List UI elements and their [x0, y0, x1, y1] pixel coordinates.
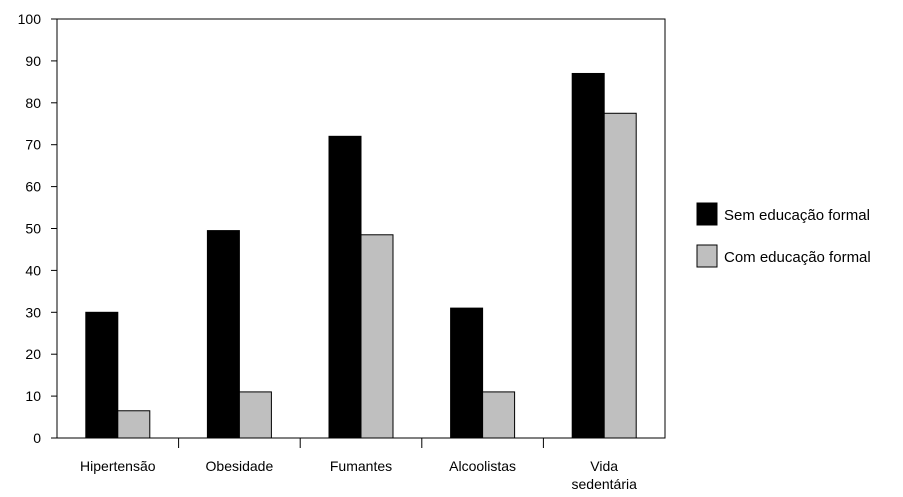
bar-com-educacao-1	[238, 391, 272, 439]
x-tick-label: Fumantes	[330, 458, 392, 474]
y-tick-label: 100	[18, 11, 42, 27]
legend-label: Com educação formal	[724, 249, 871, 266]
bars	[85, 72, 637, 439]
x-tick-label: Vida	[590, 458, 618, 474]
y-tick-label: 50	[25, 221, 41, 237]
x-tick-label: Alcoolistas	[449, 458, 516, 474]
legend-swatch	[696, 244, 718, 268]
bar-com-educacao-4	[603, 112, 637, 439]
y-tick-label: 90	[25, 53, 41, 69]
bar-sem-educacao-1	[206, 230, 240, 439]
y-tick-label: 80	[25, 95, 41, 111]
y-tick-label: 70	[25, 137, 41, 153]
bar-sem-educacao-0	[85, 311, 119, 439]
y-tick-label: 0	[33, 430, 41, 446]
y-tick-label: 60	[25, 179, 41, 195]
bar-sem-educacao-2	[328, 135, 362, 439]
bar-com-educacao-3	[482, 391, 516, 439]
bar-com-educacao-2	[360, 234, 394, 439]
y-tick-label: 20	[25, 346, 41, 362]
legend: Sem educação formal Com educação formal	[696, 202, 871, 268]
legend-swatch	[696, 202, 718, 226]
y-tick-label: 30	[25, 304, 41, 320]
bar-com-educacao-0	[117, 410, 151, 439]
bar-sem-educacao-3	[450, 307, 484, 439]
x-tick-label: sedentária	[572, 476, 638, 492]
y-tick-label: 40	[25, 262, 41, 278]
x-tick-label: Hipertensão	[80, 458, 156, 474]
legend-label: Sem educação formal	[724, 207, 870, 224]
bar-sem-educacao-4	[571, 72, 605, 439]
x-tick-label: Obesidade	[206, 458, 274, 474]
y-tick-label: 10	[25, 388, 41, 404]
axes: 0 10 20 30 40 50 60 70 80 90 100 Hipertensão Obesida…	[18, 11, 666, 492]
